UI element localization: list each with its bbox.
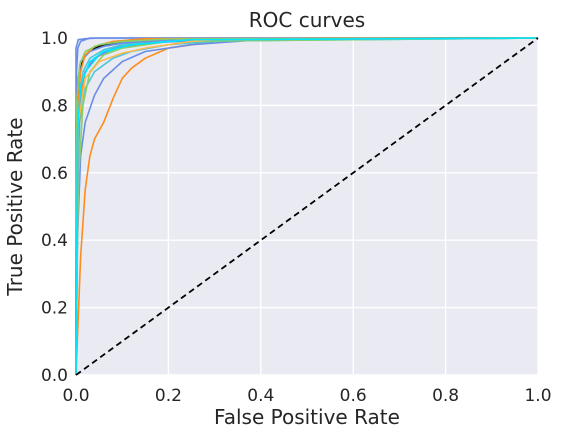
chance-diagonal-line [75,37,539,376]
y-tick-label: 0.6 [41,164,68,184]
chart-title: ROC curves [249,8,365,32]
roc-curve-16 [75,37,539,376]
roc-curve-10 [75,37,539,376]
y-tick-label: 0.4 [41,231,68,251]
roc-curve-3 [75,37,539,376]
y-tick-label: 0.0 [41,366,68,386]
roc-curve-15 [75,37,539,376]
x-tick-label: 1.0 [524,386,551,406]
x-tick-label: 0.4 [247,386,274,406]
y-tick-label: 0.2 [41,299,68,319]
series-lines [75,37,539,376]
y-tick-label: 0.8 [41,96,68,116]
x-tick-label: 0.6 [340,386,367,406]
x-tick-label: 0.8 [432,386,459,406]
x-tick-labels: 0.0 0.2 0.4 0.6 0.8 1.0 [62,386,551,406]
x-tick-label: 0.0 [62,386,89,406]
x-tick-label: 0.2 [155,386,182,406]
y-tick-labels: 0.0 0.2 0.4 0.6 0.8 1.0 [41,29,68,386]
y-tick-label: 1.0 [41,29,68,49]
grid [75,37,539,376]
y-axis-label: True Positive Rate [3,117,27,296]
roc-curve-14 [75,37,539,376]
x-axis-label: False Positive Rate [214,405,400,429]
